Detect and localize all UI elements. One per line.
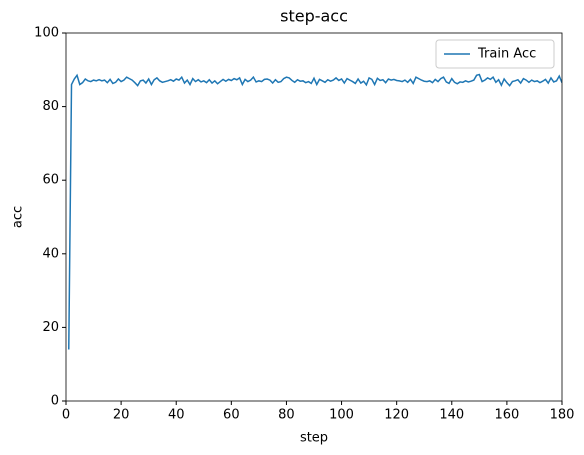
x-tick-label: 20 xyxy=(113,408,130,423)
y-axis-label: acc xyxy=(11,206,26,228)
x-axis-label: step xyxy=(300,431,328,446)
chart-title: step-acc xyxy=(280,7,348,26)
y-tick-label: 40 xyxy=(42,246,59,261)
x-tick-label: 100 xyxy=(329,408,354,423)
legend-box xyxy=(435,39,555,69)
plot-frame xyxy=(65,32,563,402)
y-tick-label: 100 xyxy=(34,26,59,41)
x-tick-label: 80 xyxy=(278,408,295,423)
x-tick-label: 60 xyxy=(223,408,240,423)
x-tick-label: 40 xyxy=(168,408,185,423)
y-tick-label: 20 xyxy=(42,320,59,335)
x-tick-label: 120 xyxy=(384,408,409,423)
data-line xyxy=(68,73,562,350)
y-tick-label: 80 xyxy=(42,99,59,114)
x-tick-label: 180 xyxy=(550,408,575,423)
x-tick-label: 160 xyxy=(494,408,519,423)
legend-label: Train Acc xyxy=(477,47,536,62)
y-tick-label: 60 xyxy=(42,173,59,188)
x-tick-label: 140 xyxy=(439,408,464,423)
x-tick-label: 0 xyxy=(62,408,70,423)
y-tick-label: 0 xyxy=(51,394,59,409)
